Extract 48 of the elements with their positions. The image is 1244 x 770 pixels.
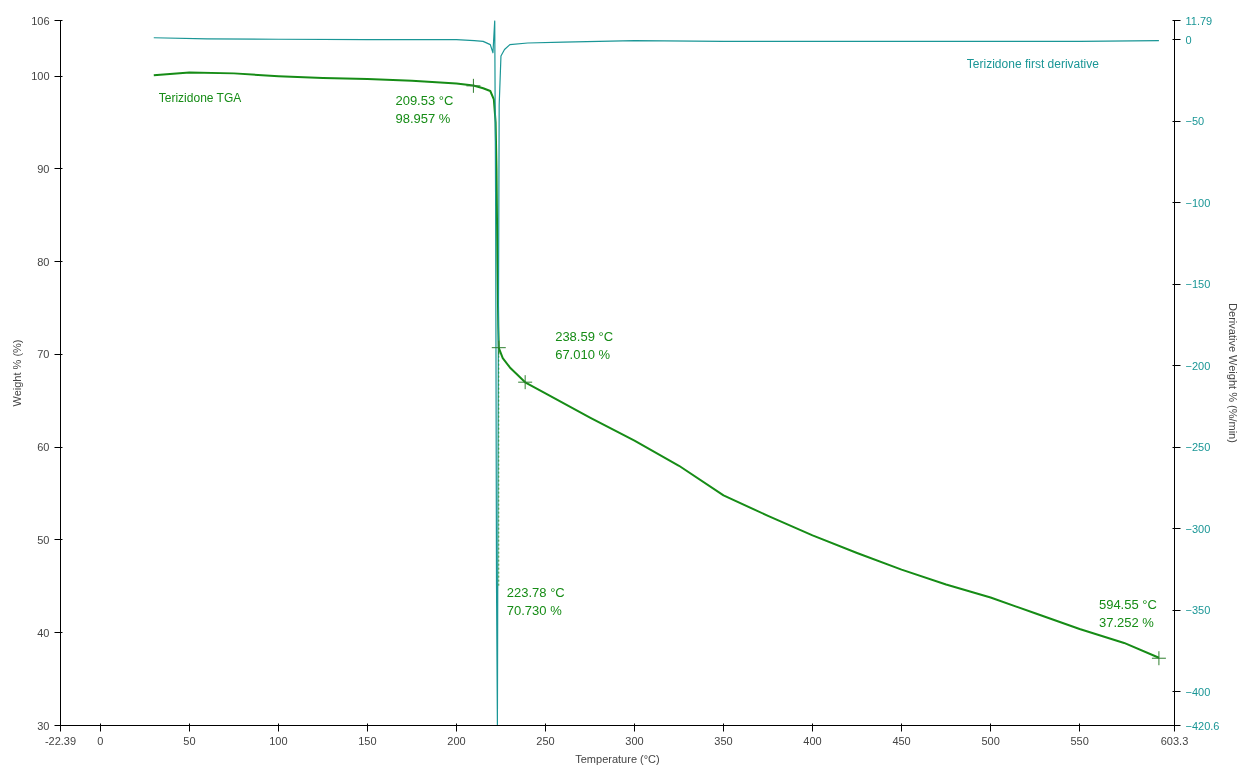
y-tick-label: 40 [37, 626, 50, 639]
y-tick-label: 106 [31, 14, 50, 27]
y2-tick-label: −200 [1185, 359, 1211, 372]
point [465, 78, 481, 94]
point [1151, 650, 1167, 666]
x-tick-label: 100 [269, 734, 288, 747]
series-label: Terizidone first derivative [966, 56, 1100, 71]
annotation: 238.59 °C 67.010 % [555, 329, 614, 363]
annotation: 594.55 °C 37.252 % [1098, 597, 1157, 631]
y-tick-label: 90 [37, 162, 50, 175]
y2-tick-label: −420.6 [1185, 719, 1220, 732]
x-tick-label: 300 [625, 734, 644, 747]
x-tick-label: 500 [981, 734, 1000, 747]
y2-tick-label: −300 [1185, 522, 1211, 535]
y-tick-label: 80 [37, 255, 50, 268]
x-tick-label: 150 [358, 734, 377, 747]
y-tick-label: 70 [37, 348, 50, 361]
x-axis-title: Temperature (°C) [575, 752, 660, 765]
point [517, 374, 533, 390]
y-axis-title: Weight % (%) [11, 339, 24, 407]
x-tick-label: 350 [714, 734, 733, 747]
point [491, 340, 507, 356]
x-tick-label: 400 [803, 734, 822, 747]
x-tick-label: 200 [447, 734, 466, 747]
x-tick-label: 450 [892, 734, 911, 747]
annotation: 223.78 °C 70.730 % [506, 584, 565, 618]
line-series [153, 20, 1160, 726]
annotation: 209.53 °C 98.957 % [395, 92, 454, 126]
y2-tick-label: 11.79 [1185, 14, 1213, 27]
x-tick-label: 50 [183, 734, 196, 747]
y2-tick-label: −50 [1185, 115, 1205, 128]
y-tick-label: 30 [37, 719, 50, 732]
series-label: Terizidone TGA [158, 91, 242, 106]
y-tick-label: 50 [37, 533, 50, 546]
x-tick-label: 550 [1070, 734, 1089, 747]
y-tick-label: 60 [37, 441, 50, 454]
x-tick-label: -22.39 [44, 734, 77, 747]
y2-tick-label: −350 [1185, 604, 1211, 617]
x-tick-label: 603.3 [1160, 734, 1189, 747]
y2-tick-label: 0 [1185, 33, 1192, 46]
y-tick-label: 100 [31, 70, 50, 83]
y2-tick-label: −150 [1185, 278, 1211, 291]
x-tick-label: 250 [536, 734, 555, 747]
y2-axis-title: Derivative Weight % (%/min) [1227, 303, 1240, 443]
y2-tick-label: −400 [1185, 685, 1211, 698]
y2-tick-label: −250 [1185, 441, 1211, 454]
y2-tick-label: −100 [1185, 196, 1211, 209]
x-tick-label: 0 [97, 734, 104, 747]
